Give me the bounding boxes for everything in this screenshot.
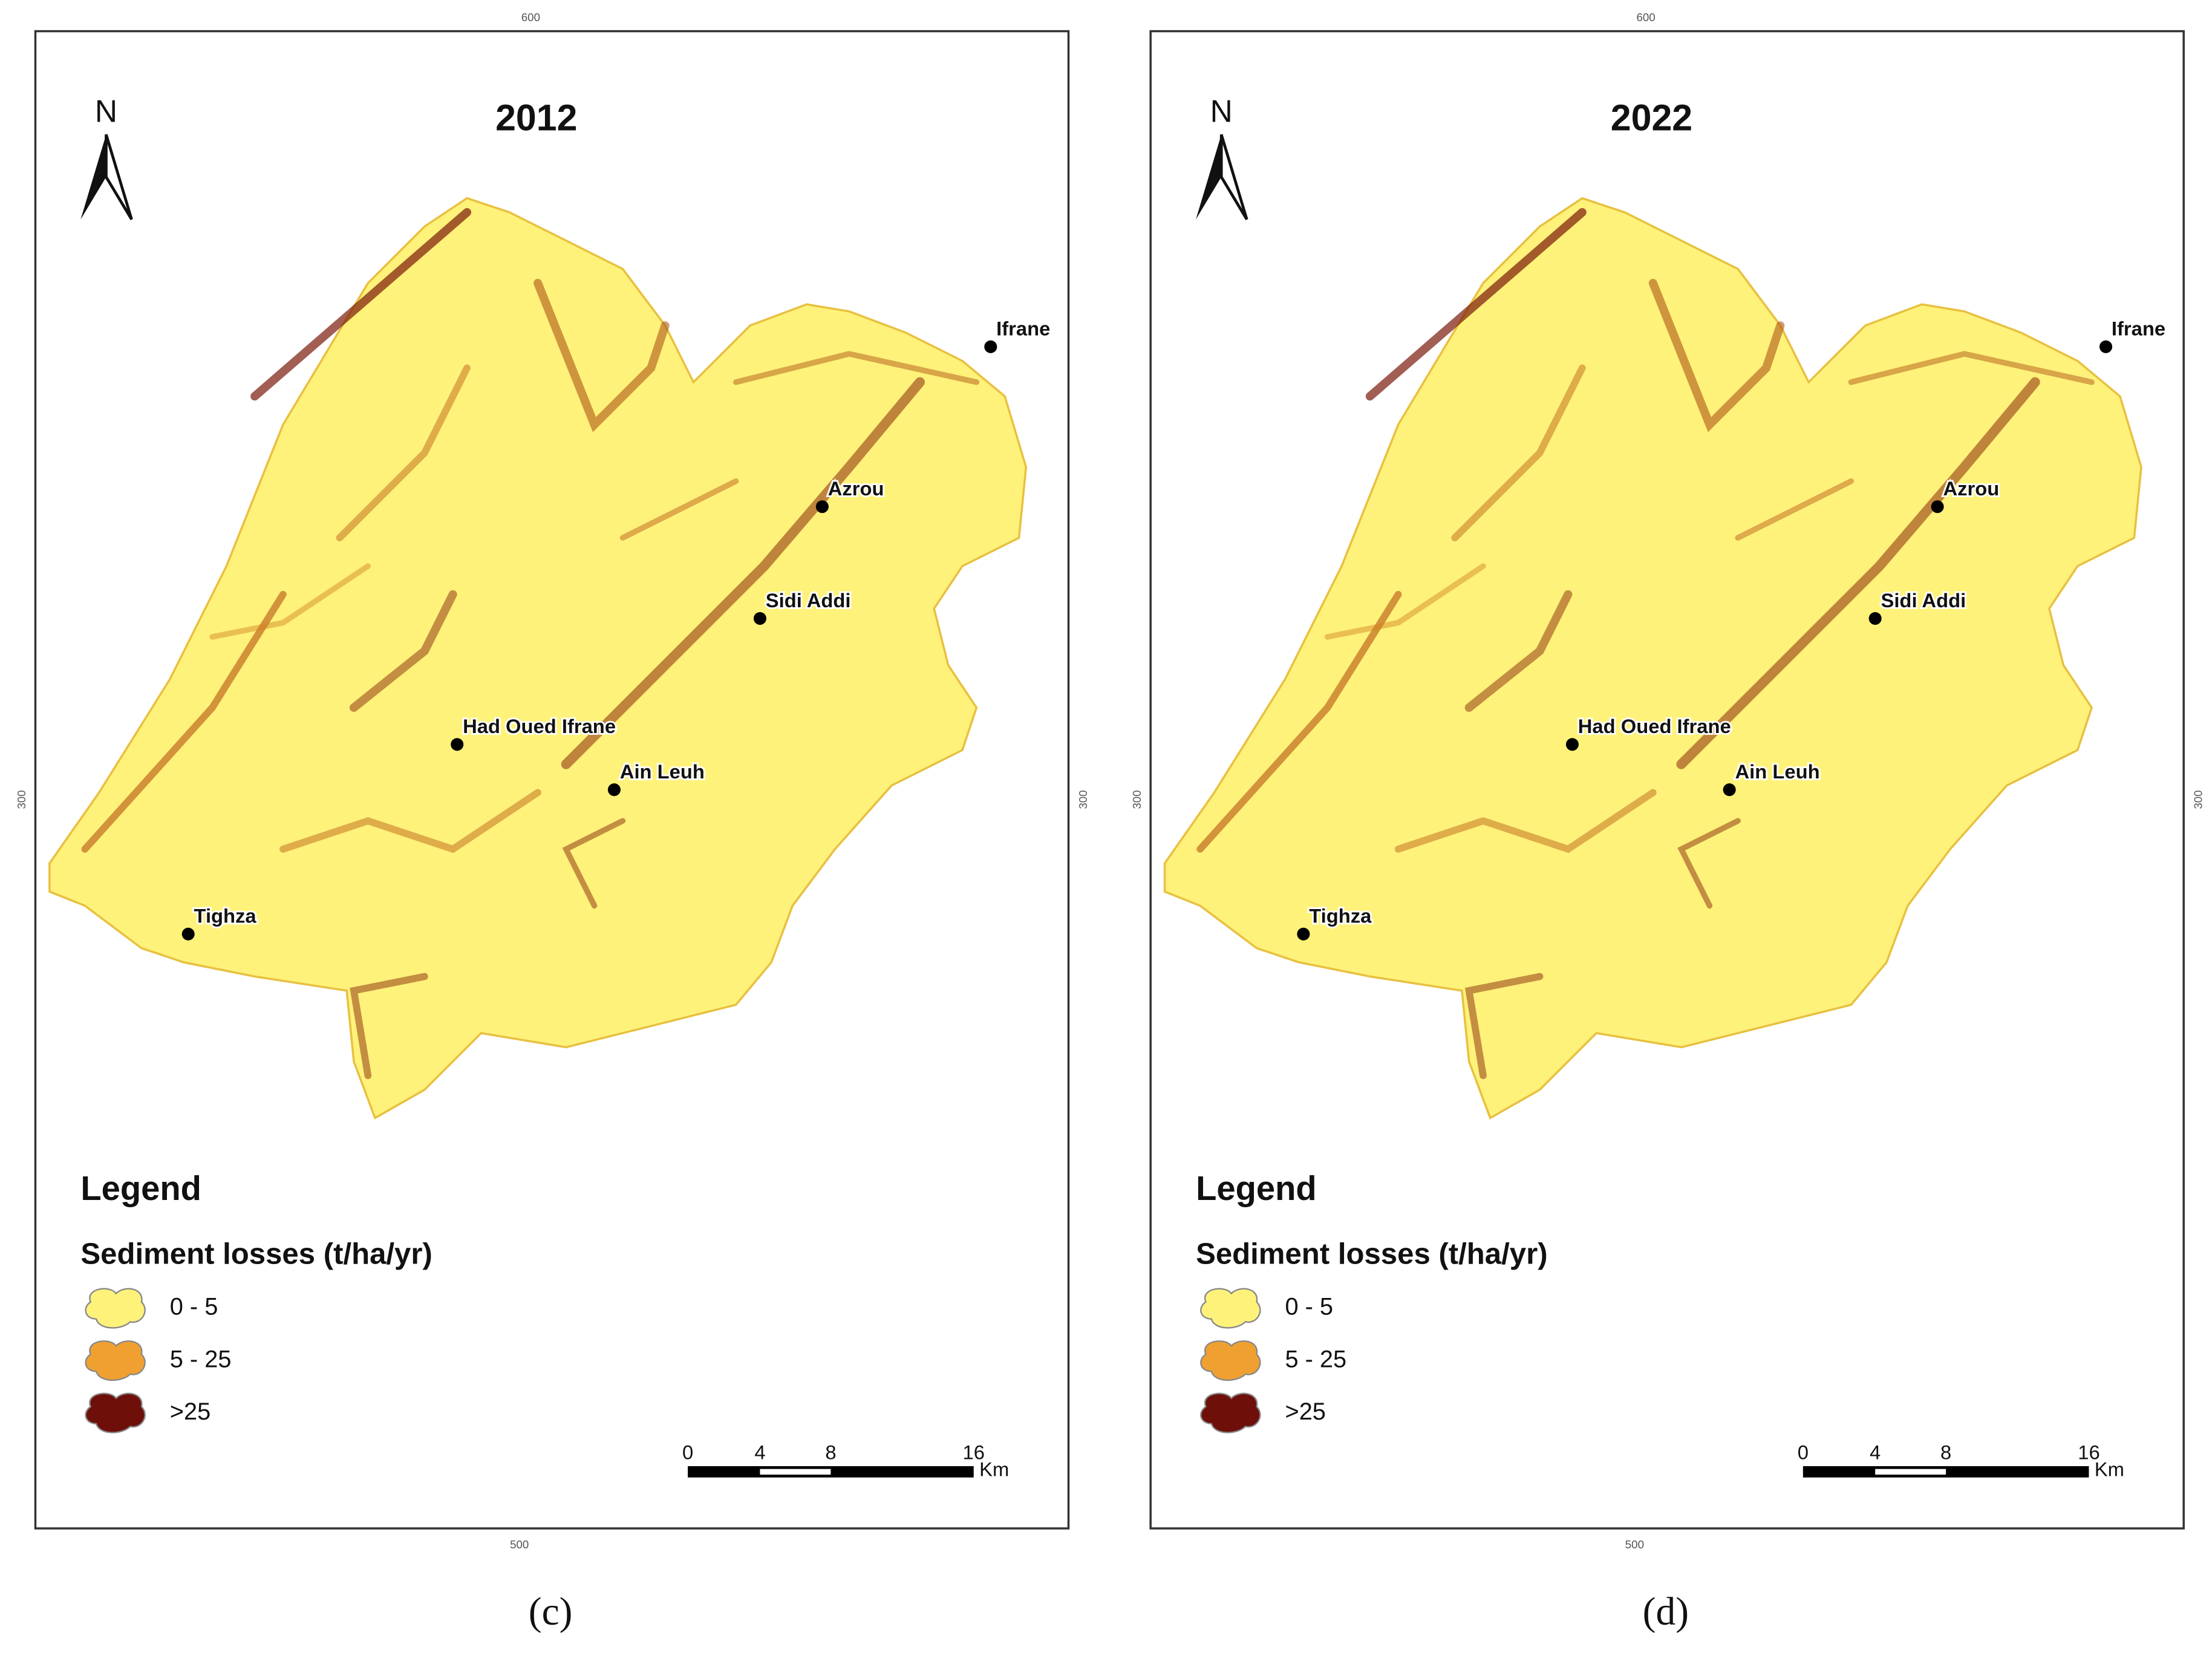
place-label: Ifrane [2112,318,2165,340]
legend-item: 5 - 25 [170,1346,232,1372]
map-panel: 600 500 300 300 2022 N Ifrane Azrou Sidi Addi Had… [1130,11,2205,1634]
caption: (d) [1643,1590,1689,1634]
place-label: Azrou [1943,477,1999,500]
scale-label: 16 [963,1441,985,1463]
scale-label: 8 [825,1441,836,1463]
coord-label: 500 [1625,1538,1644,1551]
coord-label: 500 [510,1538,529,1551]
coord-label: 300 [1130,790,1143,809]
place-dot [753,612,766,625]
legend-subtitle: Sediment losses (t/ha/yr) [80,1237,432,1270]
map-title: 2022 [1611,97,1692,138]
legend-title: Legend [1196,1169,1317,1207]
place-label: Tighza [194,905,257,927]
place-dot [984,340,997,353]
place-label: Sidi Addi [766,589,851,611]
place-dot [1868,612,1882,625]
place-dot [1565,738,1579,751]
north-label: N [1210,93,1233,128]
legend-item: 5 - 25 [1285,1346,1346,1372]
caption: (c) [529,1590,573,1634]
place-dot [607,783,621,797]
map-panel: 600 500 300 300 2012 N Ifrane Azrou Sidi Addi Had… [15,11,1089,1634]
north-label: N [95,93,117,128]
place-dot [1297,927,1310,941]
north-arrow [1219,134,1248,220]
scale-unit: Km [2095,1458,2124,1480]
place-label: Azrou [828,477,884,500]
legend-item: 0 - 5 [170,1294,218,1320]
coord-label: 300 [15,790,28,809]
scale-bar [760,1469,831,1475]
scale-label: 4 [1870,1441,1881,1463]
scale-label: 8 [1940,1441,1951,1463]
scale-label: 4 [754,1441,765,1463]
north-arrow [1196,134,1222,220]
coord-label: 300 [2192,790,2205,809]
place-label: Ifrane [996,318,1050,340]
place-label: Ain Leuh [620,760,705,783]
place-dot [1931,500,1944,514]
coord-label: 300 [1077,790,1089,809]
north-arrow [105,134,133,220]
north-arrow [80,134,106,220]
place-label: Sidi Addi [1881,589,1966,611]
legend-subtitle: Sediment losses (t/ha/yr) [1196,1237,1548,1270]
place-dot [451,738,464,751]
legend-item: 0 - 5 [1285,1294,1333,1320]
scale-bar [1875,1469,1946,1475]
legend-item: >25 [170,1398,210,1425]
scale-label: 0 [1798,1441,1809,1463]
place-label: Had Oued Ifrane [463,715,616,737]
place-label: Had Oued Ifrane [1578,715,1731,737]
legend-item: >25 [1285,1398,1325,1425]
place-label: Tighza [1309,905,1372,927]
coord-label: 600 [521,11,540,24]
scale-unit: Km [979,1458,1009,1480]
place-dot [2099,340,2113,353]
coord-label: 600 [1636,11,1655,24]
place-dot [1723,783,1736,797]
legend-title: Legend [80,1169,201,1207]
place-dot [815,500,829,514]
place-dot [181,927,195,941]
scale-label: 0 [682,1441,693,1463]
scale-label: 16 [2078,1441,2099,1463]
map-title: 2012 [495,97,577,138]
place-label: Ain Leuh [1735,760,1820,783]
